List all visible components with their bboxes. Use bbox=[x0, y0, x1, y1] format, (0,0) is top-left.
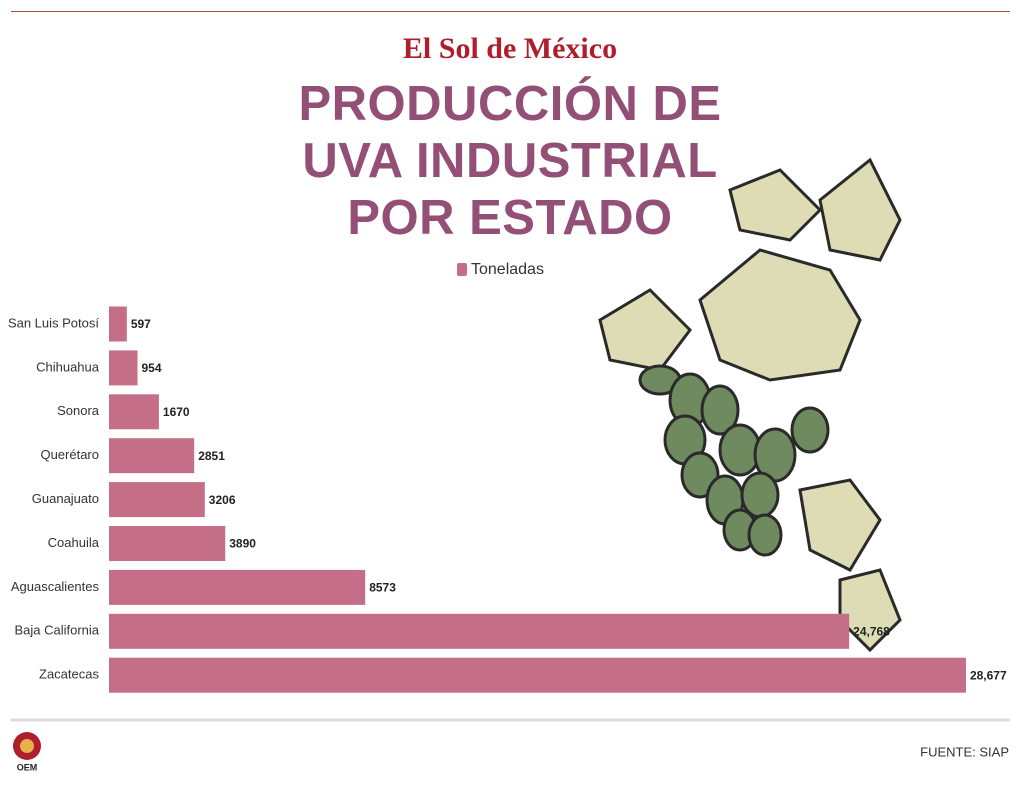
y-tick-label: Chihuahua bbox=[36, 359, 100, 374]
y-tick-label: Coahuila bbox=[48, 535, 100, 550]
y-tick-label: Sonora bbox=[57, 403, 100, 418]
legend-label: Toneladas bbox=[471, 261, 544, 278]
y-tick-label: Querétaro bbox=[40, 447, 99, 462]
value-label: 8573 bbox=[369, 581, 396, 595]
bar bbox=[109, 438, 195, 474]
value-label: 3206 bbox=[209, 493, 236, 507]
bar bbox=[109, 613, 850, 649]
legend-swatch bbox=[457, 263, 467, 276]
bar bbox=[109, 657, 966, 693]
bar bbox=[109, 350, 138, 386]
grape-illustration bbox=[598, 157, 902, 653]
y-tick-label: Baja California bbox=[14, 623, 99, 638]
y-tick-label: Zacatecas bbox=[39, 667, 99, 682]
brand: El Sol de México bbox=[402, 32, 618, 65]
chart-title: PRODUCCIÓN DE UVA INDUSTRIAL POR ESTADO bbox=[298, 77, 722, 245]
y-tick-label: Aguascalientes bbox=[11, 579, 100, 594]
value-label: 24,768 bbox=[853, 624, 890, 638]
y-tick-label: Guanajuato bbox=[32, 491, 99, 506]
bar bbox=[109, 526, 226, 561]
logo-text: OEM bbox=[17, 762, 38, 772]
y-tick-label: San Luis Potosí bbox=[8, 315, 99, 330]
bar bbox=[109, 394, 159, 430]
value-label: 1670 bbox=[163, 405, 190, 419]
bar bbox=[109, 306, 127, 342]
bar bbox=[109, 569, 366, 605]
value-label: 28,677 bbox=[970, 668, 1007, 682]
value-label: 3890 bbox=[229, 537, 256, 551]
bar bbox=[109, 482, 205, 518]
value-label: 954 bbox=[142, 361, 162, 375]
oem-logo bbox=[13, 732, 41, 760]
source: FUENTE: SIAP bbox=[920, 744, 1009, 759]
value-label: 2851 bbox=[198, 449, 225, 463]
value-label: 597 bbox=[131, 317, 151, 331]
